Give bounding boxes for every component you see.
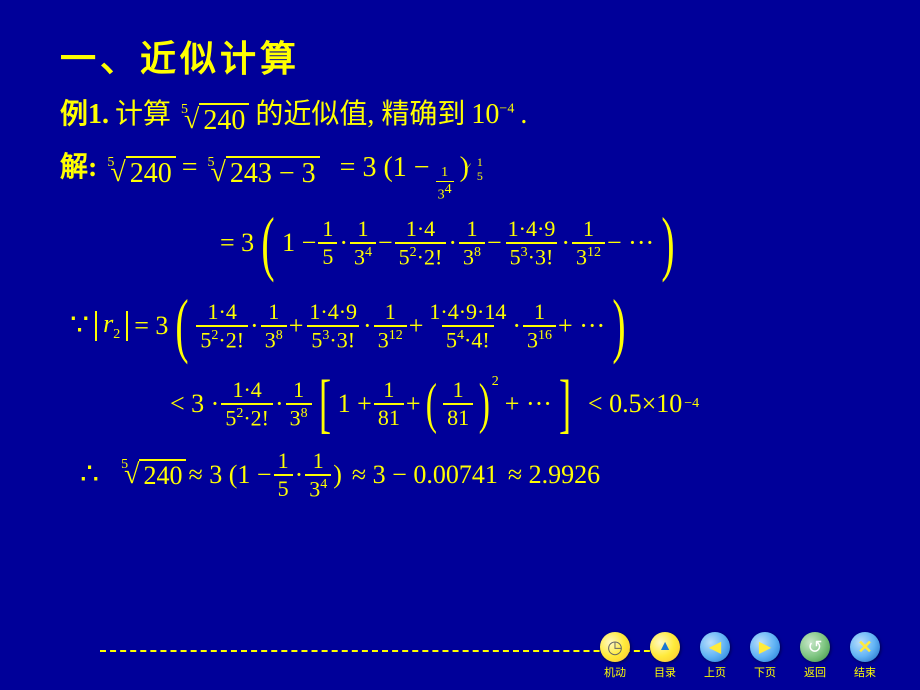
nav-item-home[interactable]: ▲ 目录 <box>650 632 680 680</box>
nav-item-prev[interactable]: ◀ 上页 <box>700 632 730 680</box>
section-title: 一、近似计算 <box>60 30 880 82</box>
slide-content: 一、近似计算 例1. 计算 5 √ 240 的近似值, 精确到 10−4 . 解… <box>0 0 920 536</box>
solution-label: 解: <box>60 145 97 185</box>
next-icon: ▶ <box>750 632 780 662</box>
nav-item-next[interactable]: ▶ 下页 <box>750 632 780 680</box>
prev-icon: ◀ <box>700 632 730 662</box>
root-expr: 5 √ 240 <box>177 103 249 137</box>
result-line: ∴ 5 √ 240 ≈ 3 (1 − 15 · 134 ) ≈ 3 − 0.00… <box>80 450 880 500</box>
home-icon: ▲ <box>650 632 680 662</box>
expansion-line: = 3 ( 1 − 15 · 134 − 1·452·2! · 138 − 1·… <box>220 211 880 276</box>
close-icon: ✕ <box>850 632 880 662</box>
back-icon: ↺ <box>800 632 830 662</box>
clock-icon: ◷ <box>600 632 630 662</box>
example-line: 例1. 计算 5 √ 240 的近似值, 精确到 10−4 . <box>60 92 880 137</box>
solution-line-1: 解: 5 √ 240 = 5 √ 243 − 3 = 3 (1 − 1 34 )… <box>60 145 880 203</box>
nav-bar: ◷ 机动 ▲ 目录 ◀ 上页 ▶ 下页 ↺ 返回 ✕ 结束 <box>600 632 880 680</box>
footer-divider <box>100 650 660 652</box>
example-text-2: 的近似值, 精确到 <box>255 92 465 132</box>
precision: 10−4 <box>471 99 514 131</box>
example-label: 例1. <box>60 92 109 132</box>
example-text-1: 计算 <box>115 92 171 132</box>
nav-item-back[interactable]: ↺ 返回 <box>800 632 830 680</box>
bound-line: < 3 · 1·452·2! · 138 [ 1 + 181 + ( 181 )… <box>170 374 880 433</box>
nav-item-clock[interactable]: ◷ 机动 <box>600 632 630 680</box>
remainder-line: ∵ r2 = 3 ( 1·452·2! · 138 + 1·4·953·3! ·… <box>70 293 880 358</box>
nav-item-close[interactable]: ✕ 结束 <box>850 632 880 680</box>
